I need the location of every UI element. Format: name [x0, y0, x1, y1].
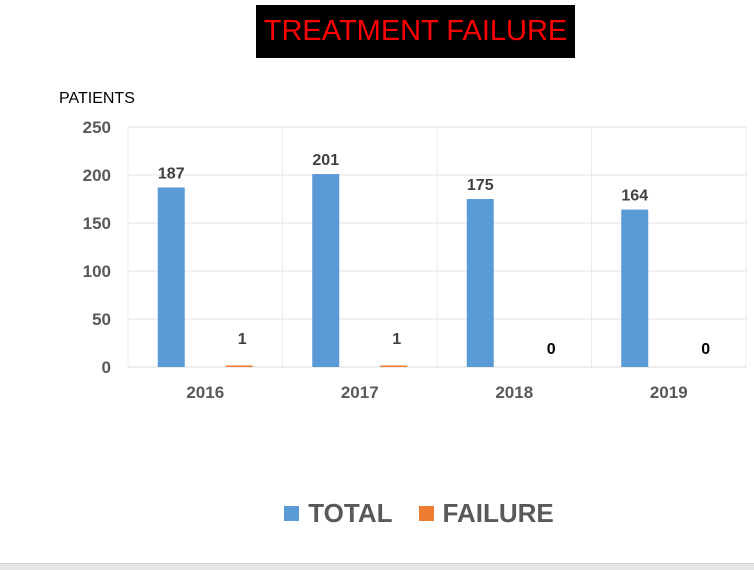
chart-title-box: TREATMENT FAILURE — [256, 5, 575, 58]
bars — [157, 174, 649, 367]
x-tick-label: 2017 — [341, 383, 379, 402]
data-label-failure-2016: 1 — [238, 331, 247, 348]
x-tick-label: 2018 — [495, 383, 533, 402]
gridlines — [127, 126, 747, 368]
y-tick-label: 250 — [83, 118, 111, 137]
data-labels: 187 1 201 1 175 0 164 0 — [158, 152, 710, 358]
x-tick-label: 2019 — [650, 383, 688, 402]
x-tick-labels: 2016 2017 2018 2019 — [186, 383, 687, 402]
y-tick-label: 150 — [83, 214, 111, 233]
y-tick-labels: 0 50 100 150 200 250 — [83, 118, 111, 377]
y-tick-label: 200 — [83, 166, 111, 185]
legend-swatch-failure — [418, 506, 434, 521]
legend-item-total: TOTAL — [284, 498, 393, 529]
bar-total-2019 — [621, 209, 649, 367]
legend-swatch-total — [284, 506, 300, 521]
legend-label-total: TOTAL — [308, 498, 393, 528]
bottom-scrollbar-strip — [0, 563, 754, 570]
y-tick-label: 100 — [83, 262, 111, 281]
data-label-total-2019: 164 — [621, 188, 648, 205]
legend: TOTAL FAILURE — [0, 498, 754, 529]
legend-label-failure: FAILURE — [442, 498, 554, 528]
y-axis-label: PATIENTS — [59, 90, 135, 107]
data-label-total-2016: 187 — [158, 165, 185, 182]
legend-item-failure: FAILURE — [418, 498, 554, 529]
y-tick-label: 0 — [102, 358, 111, 377]
data-label-failure-2017: 1 — [392, 331, 401, 348]
data-label-total-2018: 175 — [467, 177, 494, 194]
data-label-failure-2019: 0 — [701, 341, 710, 358]
bar-total-2017 — [312, 174, 340, 367]
chart-title: TREATMENT FAILURE — [263, 15, 568, 47]
data-label-failure-2018: 0 — [547, 341, 556, 358]
x-tick-label: 2016 — [186, 383, 224, 402]
y-tick-label: 50 — [92, 310, 111, 329]
bar-total-2018 — [466, 199, 494, 367]
data-label-total-2017: 201 — [312, 152, 339, 169]
bar-total-2016 — [157, 187, 185, 367]
bar-failure-2017 — [380, 365, 408, 367]
bar-failure-2016 — [225, 365, 253, 367]
